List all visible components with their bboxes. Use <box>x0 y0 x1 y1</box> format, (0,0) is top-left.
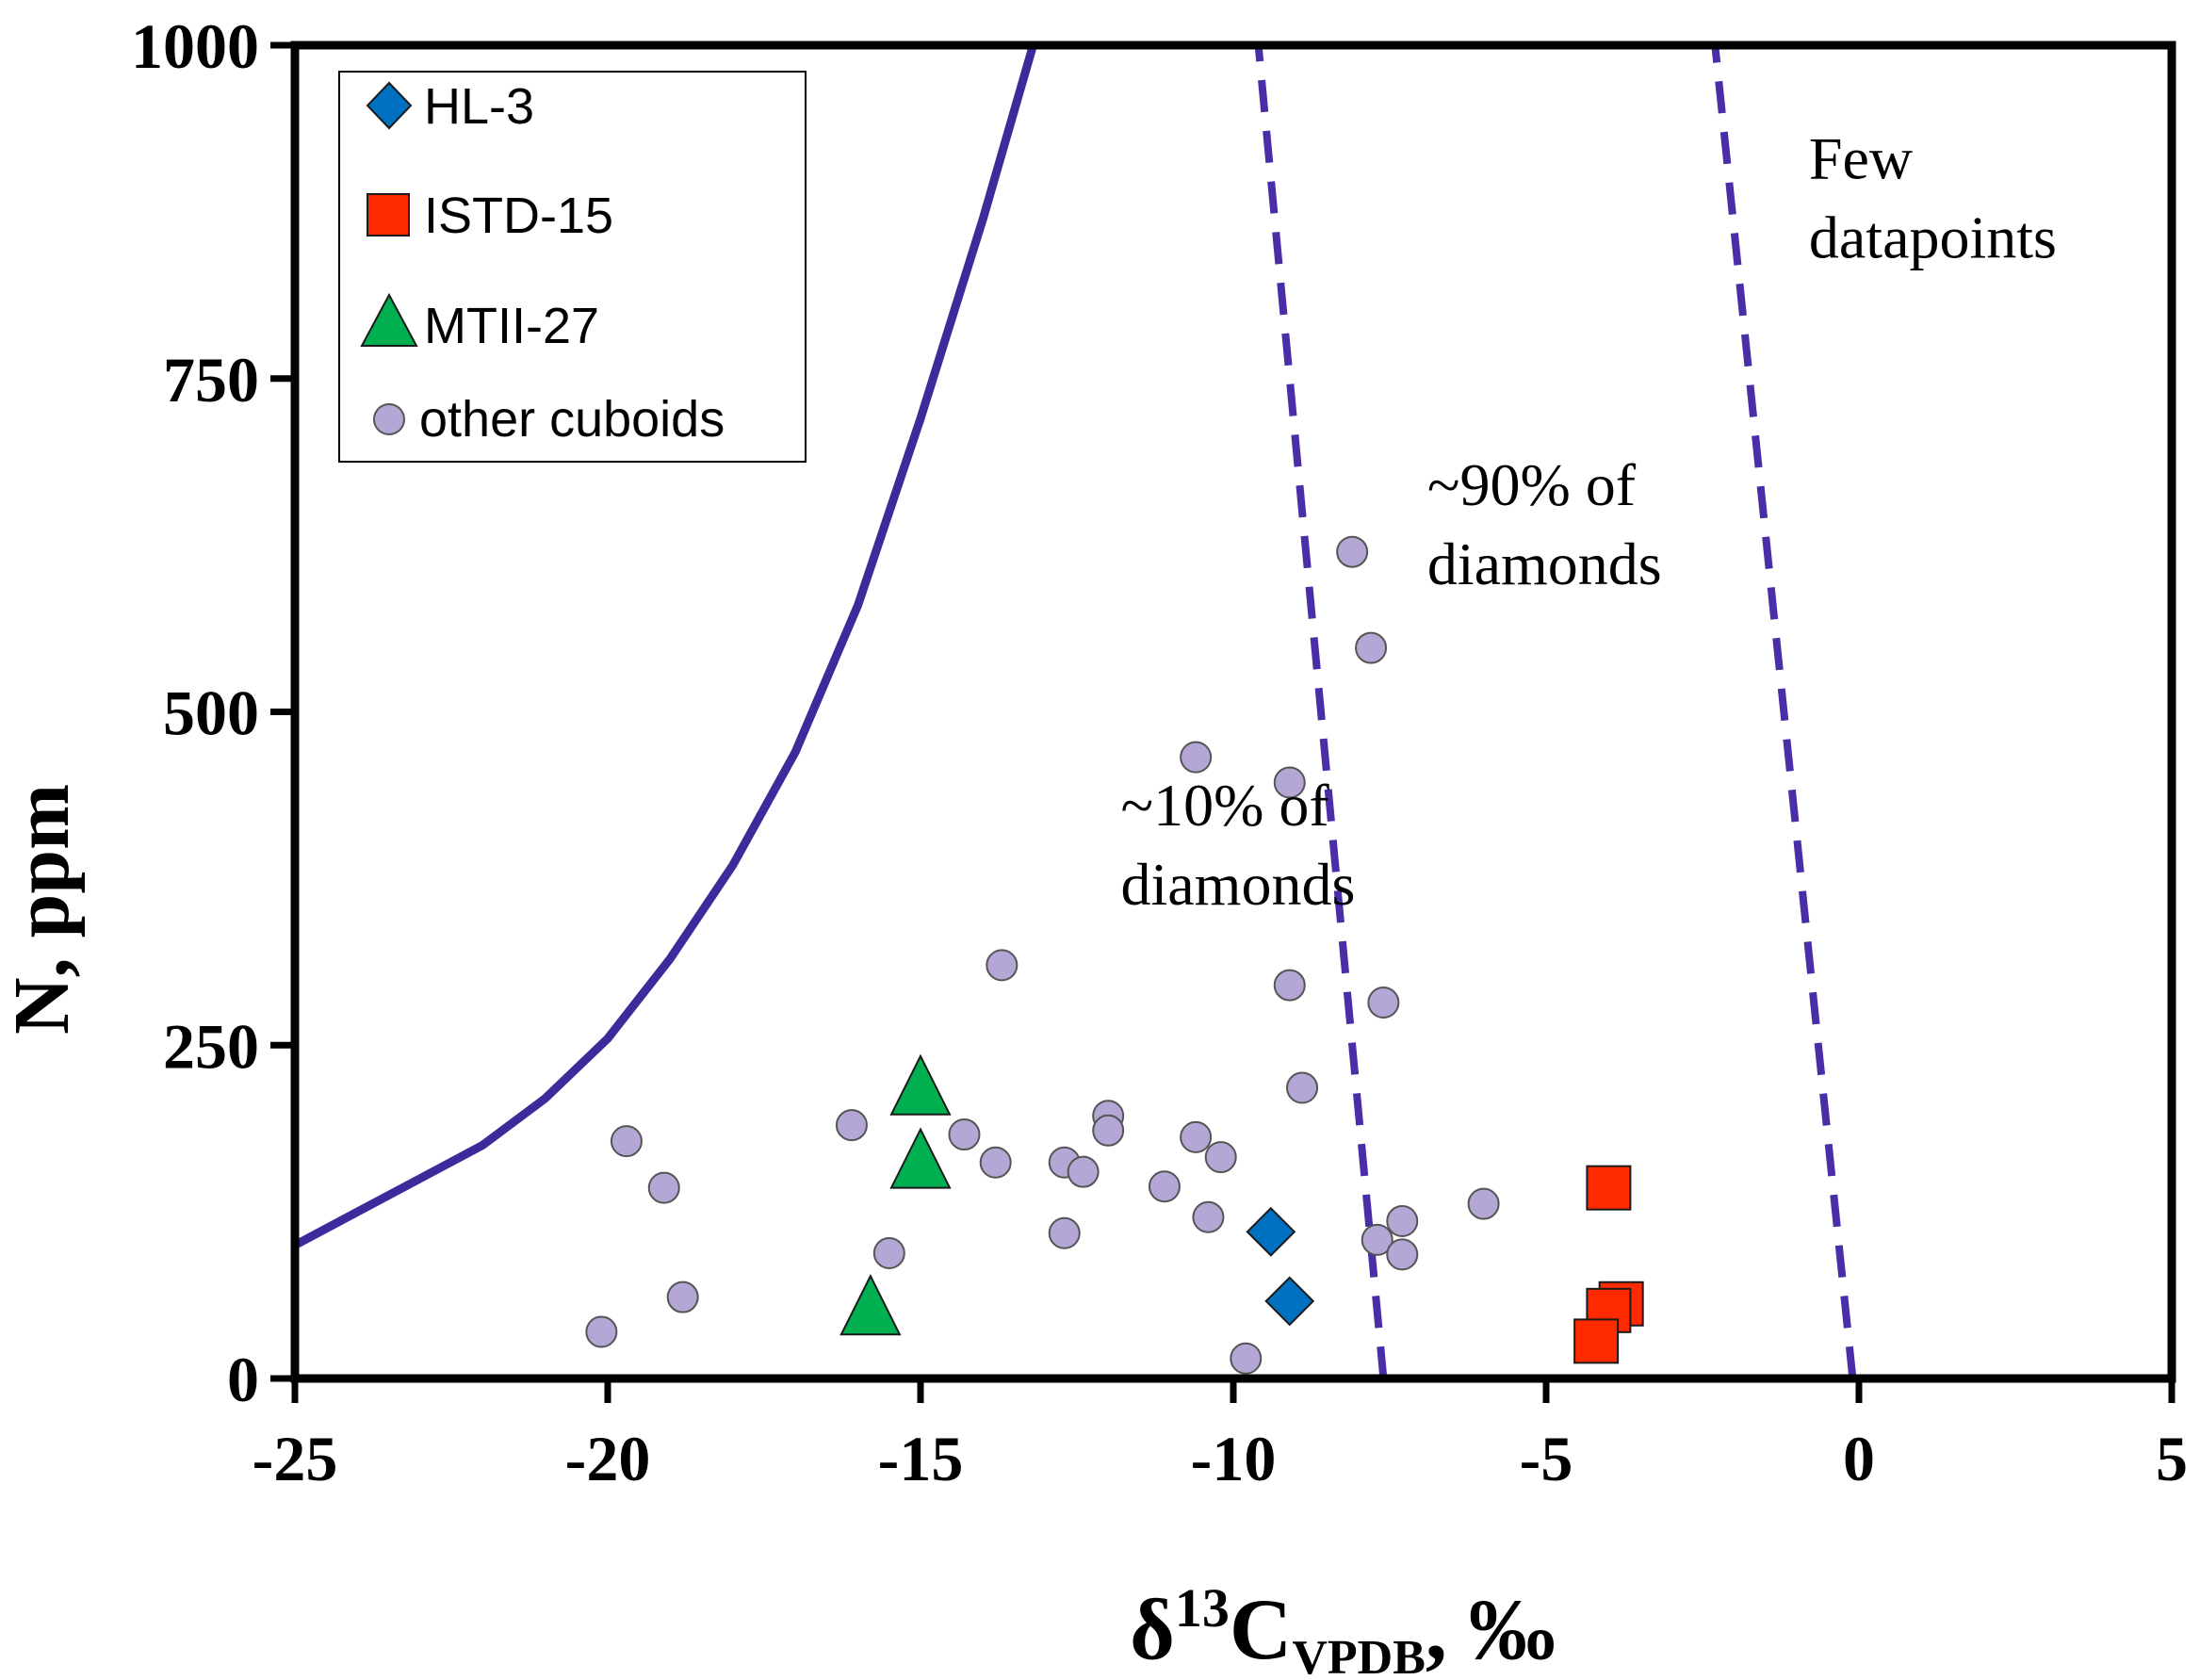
point-other-cuboids <box>872 1236 905 1269</box>
legend-marker-triangle <box>360 292 418 347</box>
point-other-cuboids <box>1048 1216 1081 1249</box>
annotation-1: ~10% of diamonds <box>1120 772 1355 918</box>
point-other-cuboids <box>1180 1120 1213 1153</box>
annotation-line: ~90% of <box>1427 451 1637 518</box>
y-axis-title: N, ppm <box>0 784 86 1035</box>
x-tick-label: -15 <box>878 1423 964 1494</box>
legend-item-other-cuboids: other cuboids <box>373 391 725 448</box>
solid-curve <box>292 43 1037 1249</box>
point-mtii-27 <box>889 1053 952 1116</box>
annotation-line: datapoints <box>1809 204 2057 271</box>
point-istd-15 <box>1573 1318 1620 1364</box>
legend-marker-square <box>367 193 410 237</box>
point-other-cuboids <box>1092 1114 1125 1147</box>
point-other-cuboids <box>1367 986 1400 1019</box>
legend-item-istd15: ISTD-15 <box>367 188 613 244</box>
y-tick-label: 750 <box>163 344 259 416</box>
point-other-cuboids <box>1361 1223 1393 1256</box>
point-other-cuboids <box>986 949 1019 982</box>
legend-marker-diamond <box>366 81 413 130</box>
y-tick-label: 0 <box>227 1344 259 1415</box>
y-tick-label: 500 <box>163 677 259 749</box>
point-mtii-27 <box>839 1274 902 1336</box>
point-other-cuboids <box>585 1315 618 1348</box>
data-points <box>585 535 1644 1375</box>
dashed-line-right <box>1711 44 1857 1379</box>
point-other-cuboids <box>1180 741 1213 774</box>
dashed-line-left <box>1254 44 1388 1379</box>
x-tick-label: -25 <box>253 1423 338 1494</box>
axis-ticks: -25 -20 -15 -10 -5 0 5 0 250 500 750 1000 <box>131 10 2188 1494</box>
legend-label: HL-3 <box>424 78 534 135</box>
x-axis-title-unit: , ‰ <box>1426 1581 1556 1677</box>
legend-label: MTII-27 <box>424 298 599 354</box>
point-hl-3 <box>1246 1206 1296 1257</box>
legend: HL-3 ISTD-15 MTII-27 other cuboids <box>338 71 807 463</box>
point-other-cuboids <box>1467 1187 1500 1220</box>
legend-item-hl3: HL-3 <box>366 78 534 135</box>
point-other-cuboids <box>1386 1205 1419 1238</box>
point-other-cuboids <box>1192 1200 1225 1233</box>
x-axis-title-superscript: 13 <box>1175 1577 1230 1639</box>
point-istd-15 <box>1586 1165 1632 1211</box>
boundary-lines <box>292 43 1857 1379</box>
annotations: ~10% of diamonds ~90% of diamonds Few datapoi… <box>1120 125 2056 918</box>
legend-box <box>338 71 807 463</box>
legend-item-mtii27: MTII-27 <box>360 292 599 354</box>
x-axis-title-delta: δ <box>1130 1581 1175 1677</box>
annotation-3: Few datapoints <box>1809 125 2057 271</box>
x-axis-title-subscript: VPDB <box>1292 1631 1426 1680</box>
point-other-cuboids <box>1386 1238 1419 1271</box>
point-other-cuboids <box>1067 1155 1100 1188</box>
legend-label: ISTD-15 <box>424 188 613 244</box>
point-other-cuboids <box>1230 1342 1263 1375</box>
point-other-cuboids <box>1336 535 1369 568</box>
annotation-line: diamonds <box>1120 851 1355 918</box>
annotation-line: ~10% of <box>1120 772 1329 839</box>
point-other-cuboids <box>979 1146 1012 1179</box>
point-other-cuboids <box>1204 1141 1237 1174</box>
point-other-cuboids <box>1286 1071 1319 1104</box>
y-tick-label: 250 <box>163 1010 259 1082</box>
x-axis-title-symbol: C <box>1230 1581 1292 1677</box>
x-tick-label: 5 <box>2156 1423 2188 1494</box>
point-other-cuboids <box>1273 969 1306 1002</box>
point-hl-3 <box>1264 1276 1315 1327</box>
annotation-line: Few <box>1809 125 1913 192</box>
point-other-cuboids <box>948 1118 981 1151</box>
point-other-cuboids <box>647 1171 680 1204</box>
point-other-cuboids <box>1273 766 1306 799</box>
legend-label: other cuboids <box>419 391 725 448</box>
point-other-cuboids <box>1355 631 1388 664</box>
y-tick-label: 1000 <box>131 10 259 82</box>
x-tick-label: 0 <box>1843 1423 1875 1494</box>
x-axis-title: δ13CVPDB, ‰ <box>1130 1577 1556 1680</box>
point-other-cuboids <box>835 1109 868 1142</box>
point-other-cuboids <box>666 1280 699 1313</box>
x-tick-label: -5 <box>1520 1423 1573 1494</box>
x-tick-label: -10 <box>1191 1423 1277 1494</box>
point-other-cuboids <box>1148 1170 1181 1203</box>
point-mtii-27 <box>889 1127 952 1189</box>
legend-marker-circle <box>373 403 405 435</box>
annotation-line: diamonds <box>1427 530 1662 597</box>
x-tick-label: -20 <box>565 1423 651 1494</box>
point-other-cuboids <box>610 1125 643 1158</box>
annotation-2: ~90% of diamonds <box>1427 451 1662 597</box>
